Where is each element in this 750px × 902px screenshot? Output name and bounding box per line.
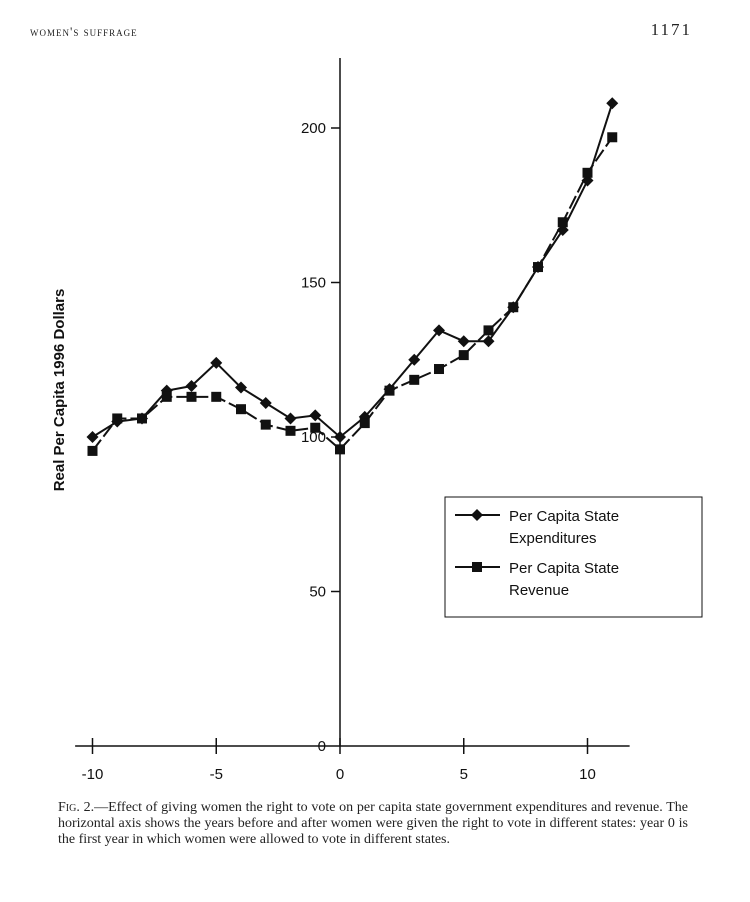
- legend-label: Revenue: [509, 582, 569, 599]
- y-tick-label: 0: [318, 738, 326, 755]
- y-axis-label: Real Per Capita 1996 Dollars: [51, 289, 68, 492]
- data-point: [458, 350, 469, 361]
- data-point: [309, 409, 322, 422]
- y-tick-label: 50: [309, 584, 326, 601]
- data-point: [533, 262, 543, 273]
- figure-caption: Fig. 2.—Effect of giving women the right…: [58, 800, 688, 848]
- running-title: WOMEN'S SUFFRAGE: [30, 24, 138, 39]
- legend-label: Per Capita State: [509, 508, 619, 525]
- data-point: [335, 444, 345, 455]
- data-point: [334, 431, 346, 443]
- data-point: [285, 425, 296, 436]
- legend-label: Per Capita State: [509, 560, 619, 577]
- series: [86, 97, 619, 456]
- x-tick-label: 0: [336, 766, 344, 783]
- data-point: [86, 431, 99, 443]
- series-line-revenue: [91, 136, 614, 452]
- data-point: [582, 167, 593, 178]
- data-point: [384, 385, 395, 396]
- data-point: [260, 419, 271, 430]
- y-tick-label: 100: [301, 429, 326, 446]
- data-point: [310, 422, 321, 433]
- data-point: [186, 391, 197, 402]
- data-point: [185, 380, 198, 393]
- data-point: [408, 353, 421, 366]
- legend-label: Expenditures: [509, 530, 597, 547]
- data-point: [607, 132, 618, 143]
- data-point: [211, 391, 222, 402]
- data-point: [606, 97, 619, 110]
- data-point: [483, 325, 494, 336]
- caption-label: Fig. 2.: [58, 800, 95, 815]
- data-point: [284, 412, 297, 425]
- data-point: [112, 413, 123, 424]
- legend-marker: [471, 509, 483, 521]
- data-point: [359, 418, 370, 429]
- data-point: [508, 302, 519, 313]
- data-point: [409, 374, 420, 385]
- x-tick-label: -10: [82, 766, 104, 783]
- data-point: [137, 413, 147, 424]
- data-point: [259, 397, 272, 410]
- data-point: [557, 217, 568, 228]
- data-point: [434, 364, 444, 375]
- data-point: [457, 335, 470, 348]
- y-tick-label: 150: [301, 275, 326, 292]
- y-tick-label: 200: [301, 120, 326, 137]
- data-point: [161, 391, 172, 402]
- x-tick-label: 5: [460, 766, 468, 783]
- legend: Per Capita State Expenditures Per Capita S…: [444, 496, 703, 618]
- caption-text: —Effect of giving women the right to vot…: [58, 800, 688, 847]
- data-point: [433, 324, 445, 337]
- page-number: 1171: [650, 20, 692, 39]
- data-point: [87, 445, 98, 456]
- x-tick-label: 10: [579, 766, 596, 783]
- data-point: [482, 335, 495, 348]
- legend-marker: [472, 562, 482, 572]
- data-point: [235, 381, 247, 394]
- legend-box: [444, 496, 703, 618]
- data-point: [236, 404, 246, 415]
- data-point: [210, 356, 223, 369]
- x-tick-label: -5: [210, 766, 223, 783]
- series-line-expenditures: [91, 102, 614, 439]
